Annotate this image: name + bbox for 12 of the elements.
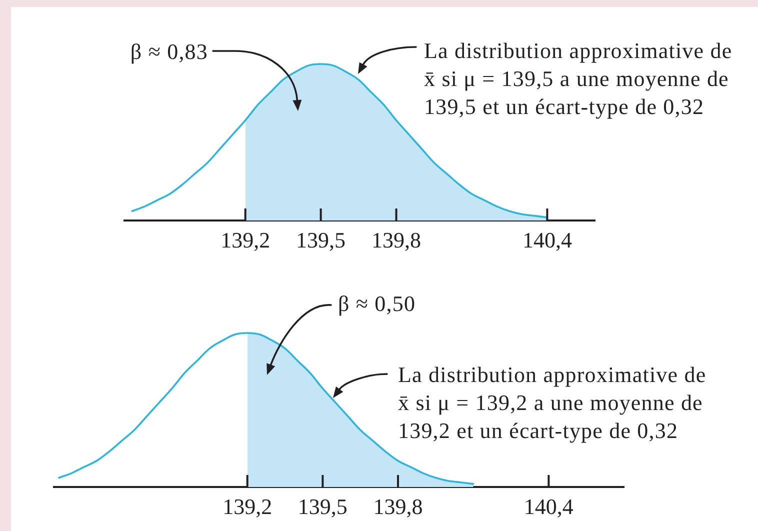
x-tick-label: 139,8 bbox=[373, 494, 423, 519]
annotation: La distribution approximative de x̄ si μ = 139,5 a une moyenne de 139,5 et un écart-type de 0,32 bbox=[424, 38, 732, 119]
x-tick-label: 139,2 bbox=[220, 227, 270, 252]
annotation: La distribution approximative de x̄ si μ = 139,2 a une moyenne de 139,2 et un écart-type de 0,32 bbox=[398, 362, 706, 443]
x-tick-label: 139,5 bbox=[298, 494, 348, 519]
x-tick-label: 139,5 bbox=[296, 227, 346, 252]
x-tick-label: 140,4 bbox=[522, 227, 572, 252]
x-tick-label: 139,2 bbox=[222, 494, 272, 519]
text: β ≈ 0,83 bbox=[130, 38, 208, 64]
text: β ≈ 0,50 bbox=[338, 290, 416, 316]
x-tick-label: 140,4 bbox=[524, 494, 574, 519]
x-tick-label: 139,8 bbox=[372, 227, 422, 252]
